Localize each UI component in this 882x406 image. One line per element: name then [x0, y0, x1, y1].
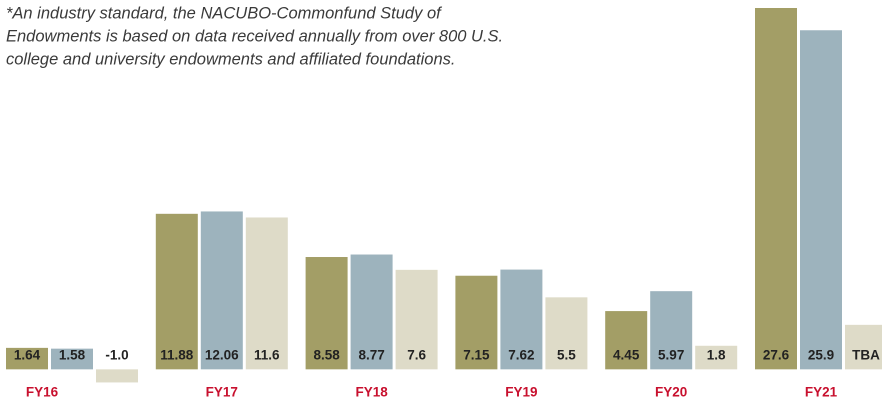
value-label: 7.62 — [508, 348, 534, 363]
value-label: 1.58 — [59, 348, 86, 363]
value-label: 7.15 — [463, 348, 490, 363]
value-label: 25.9 — [808, 348, 834, 363]
bar — [51, 348, 93, 370]
bar — [605, 311, 648, 370]
value-label: 1.64 — [14, 348, 41, 363]
value-label: 5.5 — [557, 348, 576, 363]
value-label: 27.6 — [763, 348, 790, 363]
value-label: TBA — [852, 348, 880, 363]
footnote-line: *An industry standard, the NACUBO-Common… — [6, 4, 443, 22]
value-label: 8.77 — [358, 348, 384, 363]
x-tick-label: FY17 — [206, 385, 238, 400]
x-tick-label: FY16 — [26, 385, 59, 400]
bar — [800, 30, 842, 370]
value-label: -1.0 — [105, 348, 128, 363]
bar — [200, 211, 243, 370]
bar — [650, 291, 693, 370]
bar — [545, 297, 588, 370]
value-label: 8.58 — [313, 348, 340, 363]
bar — [500, 269, 543, 370]
footnote-line: Endowments is based on data received ann… — [6, 27, 503, 45]
footnote-line: college and university endowments and af… — [6, 50, 455, 68]
value-label: 7.6 — [407, 348, 426, 363]
value-label: 11.88 — [160, 348, 194, 363]
value-label: 5.97 — [658, 348, 684, 363]
bar — [455, 275, 498, 370]
x-tick-label: FY21 — [805, 385, 838, 400]
bar — [245, 217, 288, 370]
bar — [395, 269, 438, 370]
bar — [350, 254, 393, 370]
bar — [305, 257, 348, 370]
value-label: 11.6 — [254, 348, 280, 363]
bar — [6, 347, 48, 370]
x-tick-label: FY19 — [505, 385, 537, 400]
x-tick-label: FY18 — [355, 385, 388, 400]
x-tick-label: FY20 — [655, 385, 687, 400]
bar — [695, 345, 738, 370]
value-label: 4.45 — [613, 348, 640, 363]
bar — [155, 213, 198, 370]
bar — [845, 324, 882, 370]
bar — [755, 8, 797, 370]
value-label: 12.06 — [205, 348, 239, 363]
bar — [96, 369, 138, 383]
value-label: 1.8 — [707, 348, 726, 363]
